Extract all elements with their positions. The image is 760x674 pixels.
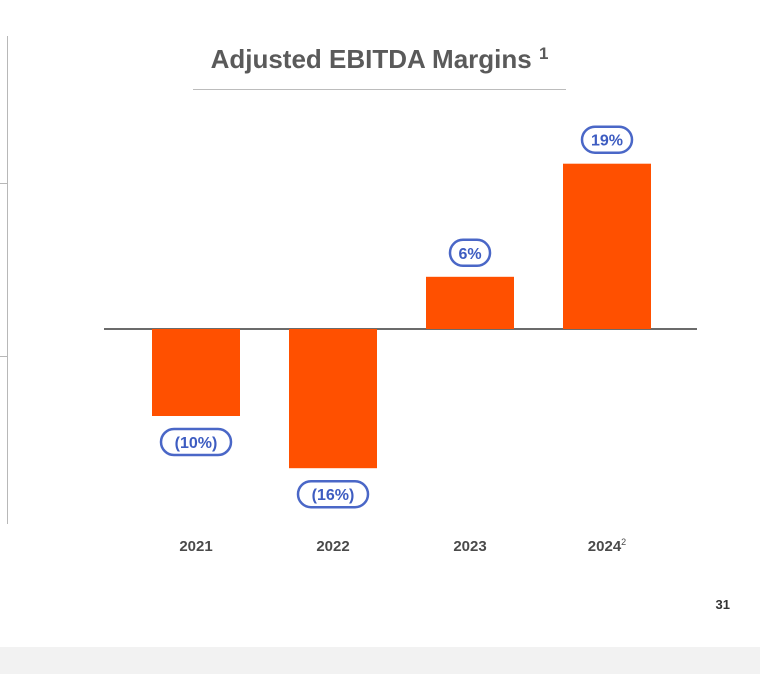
title-footnote-marker: 1 — [538, 44, 549, 63]
data-label: 6% — [458, 246, 481, 263]
x-tick-label: 20242 — [588, 537, 626, 555]
data-label: 19% — [591, 133, 623, 150]
data-label-box — [448, 238, 492, 268]
title-underline — [193, 89, 566, 90]
data-label: (16%) — [312, 487, 355, 504]
data-label: (10%) — [175, 435, 218, 452]
x-tick-label: 2023 — [453, 538, 486, 555]
bar-2024 — [563, 163, 651, 329]
footer-band — [0, 647, 760, 674]
x-tick-label: 2022 — [316, 538, 349, 555]
page-number: 31 — [715, 597, 730, 612]
bar-2023 — [426, 276, 514, 329]
left-margin-rule — [7, 36, 8, 524]
chart-title-text: Adjusted EBITDA Margins — [210, 44, 532, 74]
data-label-box — [159, 427, 233, 457]
chart-title: Adjusted EBITDA Margins 1 — [193, 44, 566, 75]
bar-2021 — [152, 329, 240, 416]
x-tick-label: 2021 — [179, 538, 212, 555]
bar-2022 — [289, 329, 377, 469]
left-margin-tick — [0, 183, 8, 184]
tick-footnote-marker: 2 — [621, 537, 626, 547]
left-margin-tick — [0, 356, 8, 357]
data-label-box — [296, 479, 370, 509]
bar-chart: (10%) 2021 (16%) 2022 6% 2023 19% 20242 — [104, 125, 697, 555]
data-label-box — [580, 125, 634, 154]
